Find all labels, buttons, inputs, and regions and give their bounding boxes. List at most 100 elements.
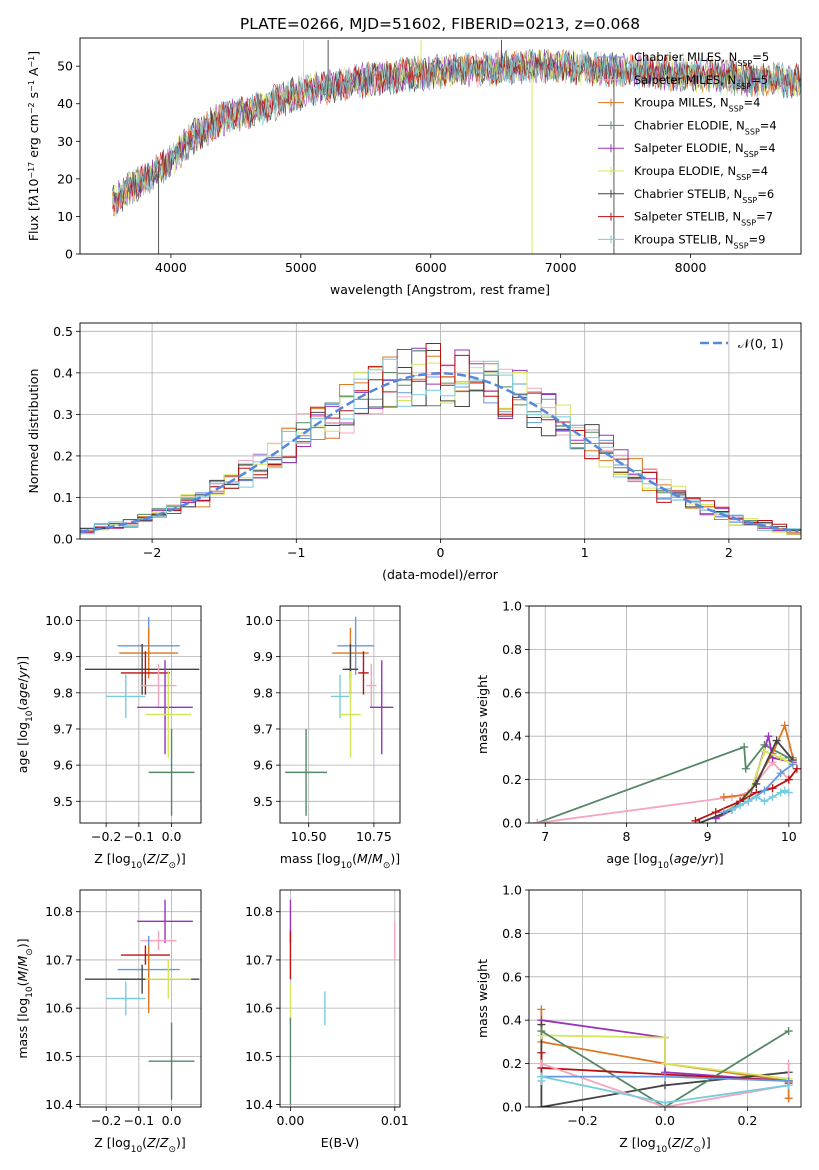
y-tick-label: 0.4: [53, 365, 73, 380]
error-bar-kroupa-elodie: [145, 671, 192, 758]
x-tick-label: 0.0: [162, 829, 182, 844]
y-tick-label: 10.7: [45, 952, 73, 967]
y-tick-label: 10.4: [45, 1097, 73, 1112]
y-tick-label: 10: [57, 209, 73, 224]
x-axis-label: E(B-V): [321, 1135, 360, 1150]
y-axis-label: mass weight: [475, 675, 490, 754]
y-tick-label: 10.4: [245, 1097, 273, 1112]
spectrum-line: [112, 49, 801, 217]
y-tick-label: 0.2: [502, 772, 522, 787]
data-point: [784, 1094, 793, 1103]
y-tick-label: 0.4: [502, 1013, 522, 1028]
data-point: [533, 819, 542, 823]
error-bar-chabrier-elodie: [285, 728, 327, 816]
data-point: [695, 819, 704, 823]
residual-histogram: [80, 358, 801, 539]
y-tick-label: 0.2: [502, 1056, 522, 1071]
x-tick-label: −2: [143, 545, 161, 560]
x-tick-label: 6000: [415, 260, 447, 275]
legend-label: Chabrier MILES, NSSP=5: [634, 50, 769, 68]
y-tick-label: 9.9: [53, 649, 73, 664]
data-point: [740, 743, 749, 752]
error-bar-salpeter-stelib: [358, 651, 369, 695]
y-tick-label: 9.7: [53, 721, 73, 736]
y-tick-label: 10.6: [245, 1001, 273, 1016]
x-tick-label: −1: [287, 545, 305, 560]
x-tick-label: 0.01: [381, 1113, 409, 1128]
plot-area: [80, 343, 801, 539]
data-point: [661, 1081, 669, 1090]
error-bar-kroupa-elodie: [145, 959, 192, 999]
data-point: [744, 797, 753, 806]
y-tick-label: 9.8: [53, 685, 73, 700]
data-point: [760, 747, 769, 756]
axes-frame: [79, 889, 202, 1108]
panel-residuals: −2 −1 0 1 2 0.0 0.1 0.2 0.3 0.4 0.5 𝒩(0, 1) (data-mo…: [26, 322, 802, 582]
data-point: [719, 792, 728, 801]
legend-label: Salpeter MILES, NSSP=5: [634, 73, 768, 91]
y-tick-label: 9.9: [253, 649, 273, 664]
error-bar-salpeter-elodie: [137, 899, 193, 944]
axes-frame: [279, 605, 401, 824]
y-tick-label: 40: [57, 96, 73, 111]
y-tick-label: 0.6: [502, 685, 522, 700]
y-axis-label: mass weight: [475, 959, 490, 1038]
data-point: [784, 1059, 793, 1068]
error-bar-kroupa-elodie: [340, 671, 361, 758]
x-axis-label: (data-model)/error: [382, 567, 499, 582]
panel-mass_vs_ebv: 0.00 0.01 10.4 10.5 10.6 10.7 10.8: [245, 889, 409, 1128]
panel-mass_weight_vs_Z: −0.2 0.0 0.20.00.20.40.60.81.0Z [log10(Z/Z…: [475, 883, 802, 1155]
data-point: [768, 792, 777, 801]
data-point: [764, 732, 773, 741]
x-tick-label: 0.00: [277, 1113, 305, 1128]
error-bar-chabrier-elodie: [148, 728, 195, 816]
y-tick-label: 10.7: [245, 952, 273, 967]
y-tick-label: 20: [57, 171, 73, 186]
series-line-kroupa-elodie: [541, 1034, 789, 1080]
data-point: [780, 721, 789, 730]
x-tick-label: 7: [541, 829, 549, 844]
y-axis-label: Flux [fλ10−17 erg cm−2 s−1 A−1]: [26, 51, 41, 241]
y-tick-label: 9.7: [253, 721, 273, 736]
y-tick-label: 10.8: [245, 904, 273, 919]
y-tick-label: 0.5: [53, 324, 73, 339]
axes-frame: [279, 889, 401, 1108]
x-tick-label: 10.50: [291, 829, 327, 844]
data-point: [780, 786, 789, 795]
y-tick-label: 1.0: [502, 599, 522, 614]
x-tick-label: 10: [781, 829, 797, 844]
error-bar-kroupa-stelib: [106, 674, 146, 719]
data-point: [784, 1081, 793, 1090]
error-bar-salpeter-stelib: [120, 651, 170, 695]
figure-title: PLATE=0266, MJD=51602, FIBERID=0213, z=0…: [240, 15, 640, 33]
legend-label: Chabrier ELODIE, NSSP=4: [634, 118, 777, 136]
x-tick-label: 0.2: [737, 1113, 757, 1128]
data-point: [661, 1033, 669, 1042]
data-point: [537, 1048, 546, 1057]
data-point: [537, 1072, 546, 1081]
y-tick-label: 10.6: [45, 1001, 73, 1016]
x-tick-label: −0.2: [91, 829, 121, 844]
gaussian-curve: [80, 372, 799, 533]
y-tick-label: 9.8: [253, 685, 273, 700]
data-point: [537, 1059, 546, 1068]
data-point: [661, 1098, 669, 1107]
data-point: [537, 1103, 546, 1107]
y-tick-label: 0.2: [53, 448, 73, 463]
axes-frame: [528, 605, 802, 824]
y-tick-label: 0.6: [502, 969, 522, 984]
data-point: [727, 805, 736, 814]
series-line-salpeter-miles: [541, 1062, 790, 1107]
error-bar-salpeter-miles: [366, 663, 377, 708]
x-tick-label: 1: [581, 545, 589, 560]
data-point: [661, 1072, 669, 1081]
legend-label: Salpeter STELIB, NSSP=7: [634, 210, 773, 228]
plot-area: [112, 39, 801, 254]
data-point: [719, 808, 728, 817]
axes-frame: [79, 605, 202, 824]
y-tick-label: 0.4: [502, 729, 522, 744]
error-bar-kroupa-stelib: [330, 674, 350, 719]
y-tick-label: 1.0: [502, 883, 522, 898]
error-bar-salpeter-miles: [140, 663, 177, 708]
